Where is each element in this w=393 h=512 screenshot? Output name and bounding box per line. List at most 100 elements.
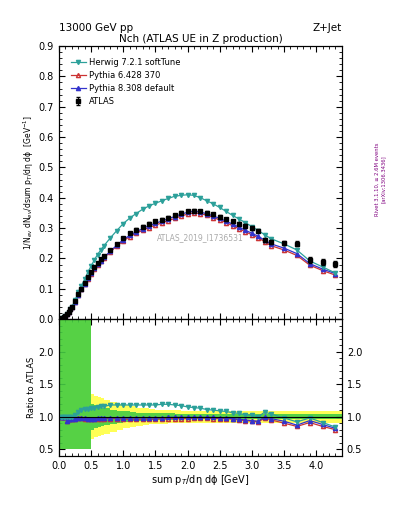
Pythia 6.428 370 <box>166 218 171 224</box>
Y-axis label: 1/N$_{ev}$ dN$_{ev}$/dsum p$_{T}$/dη dϕ  [GeV$^{-1}$]: 1/N$_{ev}$ dN$_{ev}$/dsum p$_{T}$/dη dϕ … <box>22 115 36 250</box>
Herwig 7.2.1 softTune <box>320 264 325 270</box>
Herwig 7.2.1 softTune <box>294 247 299 253</box>
Pythia 6.428 370 <box>179 213 184 219</box>
Pythia 8.308 default <box>68 306 73 312</box>
Legend: Herwig 7.2.1 softTune, Pythia 6.428 370, Pythia 8.308 default, ATLAS: Herwig 7.2.1 softTune, Pythia 6.428 370,… <box>68 54 184 110</box>
Pythia 6.428 370 <box>256 235 261 241</box>
Herwig 7.2.1 softTune <box>269 236 274 242</box>
Pythia 8.308 default <box>108 248 113 254</box>
Pythia 6.428 370 <box>89 270 94 276</box>
Herwig 7.2.1 softTune <box>166 195 171 201</box>
Pythia 8.308 default <box>217 216 222 222</box>
Pythia 6.428 370 <box>147 224 151 230</box>
Herwig 7.2.1 softTune <box>68 306 73 312</box>
Herwig 7.2.1 softTune <box>102 243 107 249</box>
Text: Rivet 3.1.10, ≥ 2.6M events: Rivet 3.1.10, ≥ 2.6M events <box>375 142 380 216</box>
Pythia 6.428 370 <box>230 223 235 229</box>
Pythia 6.428 370 <box>250 232 254 238</box>
Pythia 6.428 370 <box>140 227 145 233</box>
Herwig 7.2.1 softTune <box>179 193 184 199</box>
Herwig 7.2.1 softTune <box>61 314 66 320</box>
Pythia 6.428 370 <box>68 306 73 312</box>
Pythia 6.428 370 <box>79 286 84 292</box>
Pythia 6.428 370 <box>76 292 81 298</box>
Herwig 7.2.1 softTune <box>89 263 94 269</box>
Text: Z+Jet: Z+Jet <box>313 23 342 33</box>
Pythia 8.308 default <box>173 214 177 220</box>
Herwig 7.2.1 softTune <box>237 216 241 222</box>
Herwig 7.2.1 softTune <box>160 198 164 204</box>
Pythia 6.428 370 <box>61 314 66 320</box>
Herwig 7.2.1 softTune <box>307 258 312 264</box>
Herwig 7.2.1 softTune <box>198 195 203 201</box>
Herwig 7.2.1 softTune <box>127 215 132 221</box>
Pythia 8.308 default <box>61 314 66 320</box>
Pythia 6.428 370 <box>95 262 100 268</box>
Pythia 8.308 default <box>243 227 248 233</box>
Text: ATLAS_2019_I1736531: ATLAS_2019_I1736531 <box>157 233 244 242</box>
Herwig 7.2.1 softTune <box>86 269 90 275</box>
Pythia 8.308 default <box>166 216 171 222</box>
Pythia 6.428 370 <box>173 216 177 222</box>
X-axis label: sum p$_{T}$/dη dϕ [GeV]: sum p$_{T}$/dη dϕ [GeV] <box>151 473 250 487</box>
Pythia 8.308 default <box>98 258 103 264</box>
Pythia 6.428 370 <box>282 247 286 253</box>
Line: Pythia 8.308 default: Pythia 8.308 default <box>59 209 338 321</box>
Herwig 7.2.1 softTune <box>230 212 235 219</box>
Herwig 7.2.1 softTune <box>58 315 63 322</box>
Pythia 6.428 370 <box>307 262 312 268</box>
Pythia 8.308 default <box>250 230 254 237</box>
Pythia 8.308 default <box>76 292 81 298</box>
Pythia 8.308 default <box>269 241 274 247</box>
Pythia 8.308 default <box>58 315 63 322</box>
Herwig 7.2.1 softTune <box>64 311 69 317</box>
Pythia 8.308 default <box>198 209 203 215</box>
Pythia 6.428 370 <box>66 309 71 315</box>
Pythia 6.428 370 <box>160 220 164 226</box>
Pythia 6.428 370 <box>70 304 74 310</box>
Pythia 8.308 default <box>230 221 235 227</box>
Herwig 7.2.1 softTune <box>70 304 74 310</box>
Pythia 6.428 370 <box>243 229 248 235</box>
Pythia 8.308 default <box>70 304 74 310</box>
Pythia 8.308 default <box>320 266 325 272</box>
Pythia 6.428 370 <box>82 281 87 287</box>
Pythia 6.428 370 <box>269 243 274 249</box>
Pythia 8.308 default <box>86 275 90 282</box>
Pythia 6.428 370 <box>121 238 126 244</box>
Pythia 8.308 default <box>127 232 132 239</box>
Pythia 8.308 default <box>73 298 77 305</box>
Herwig 7.2.1 softTune <box>95 251 100 258</box>
Y-axis label: Ratio to ATLAS: Ratio to ATLAS <box>27 357 36 418</box>
Pythia 6.428 370 <box>204 212 209 219</box>
Pythia 8.308 default <box>102 254 107 260</box>
Herwig 7.2.1 softTune <box>243 220 248 226</box>
Pythia 6.428 370 <box>185 211 190 217</box>
Pythia 6.428 370 <box>58 315 63 322</box>
Pythia 8.308 default <box>307 261 312 267</box>
Text: [arXiv:1306.3436]: [arXiv:1306.3436] <box>381 155 386 203</box>
Herwig 7.2.1 softTune <box>282 241 286 247</box>
Herwig 7.2.1 softTune <box>333 270 338 276</box>
Pythia 6.428 370 <box>320 268 325 274</box>
Herwig 7.2.1 softTune <box>192 193 196 199</box>
Herwig 7.2.1 softTune <box>256 227 261 233</box>
Pythia 8.308 default <box>95 261 100 267</box>
Herwig 7.2.1 softTune <box>250 224 254 230</box>
Pythia 8.308 default <box>140 226 145 232</box>
Pythia 8.308 default <box>160 218 164 224</box>
Pythia 6.428 370 <box>211 215 216 221</box>
Pythia 8.308 default <box>63 312 68 318</box>
Pythia 6.428 370 <box>217 217 222 223</box>
Pythia 6.428 370 <box>64 311 69 317</box>
Pythia 6.428 370 <box>60 314 64 321</box>
Text: 13000 GeV pp: 13000 GeV pp <box>59 23 133 33</box>
Pythia 6.428 370 <box>198 210 203 217</box>
Pythia 8.308 default <box>185 209 190 216</box>
Pythia 8.308 default <box>64 311 69 317</box>
Pythia 8.308 default <box>224 218 228 224</box>
Herwig 7.2.1 softTune <box>60 314 64 321</box>
Pythia 6.428 370 <box>108 249 113 255</box>
Pythia 6.428 370 <box>114 243 119 249</box>
Pythia 6.428 370 <box>86 276 90 282</box>
